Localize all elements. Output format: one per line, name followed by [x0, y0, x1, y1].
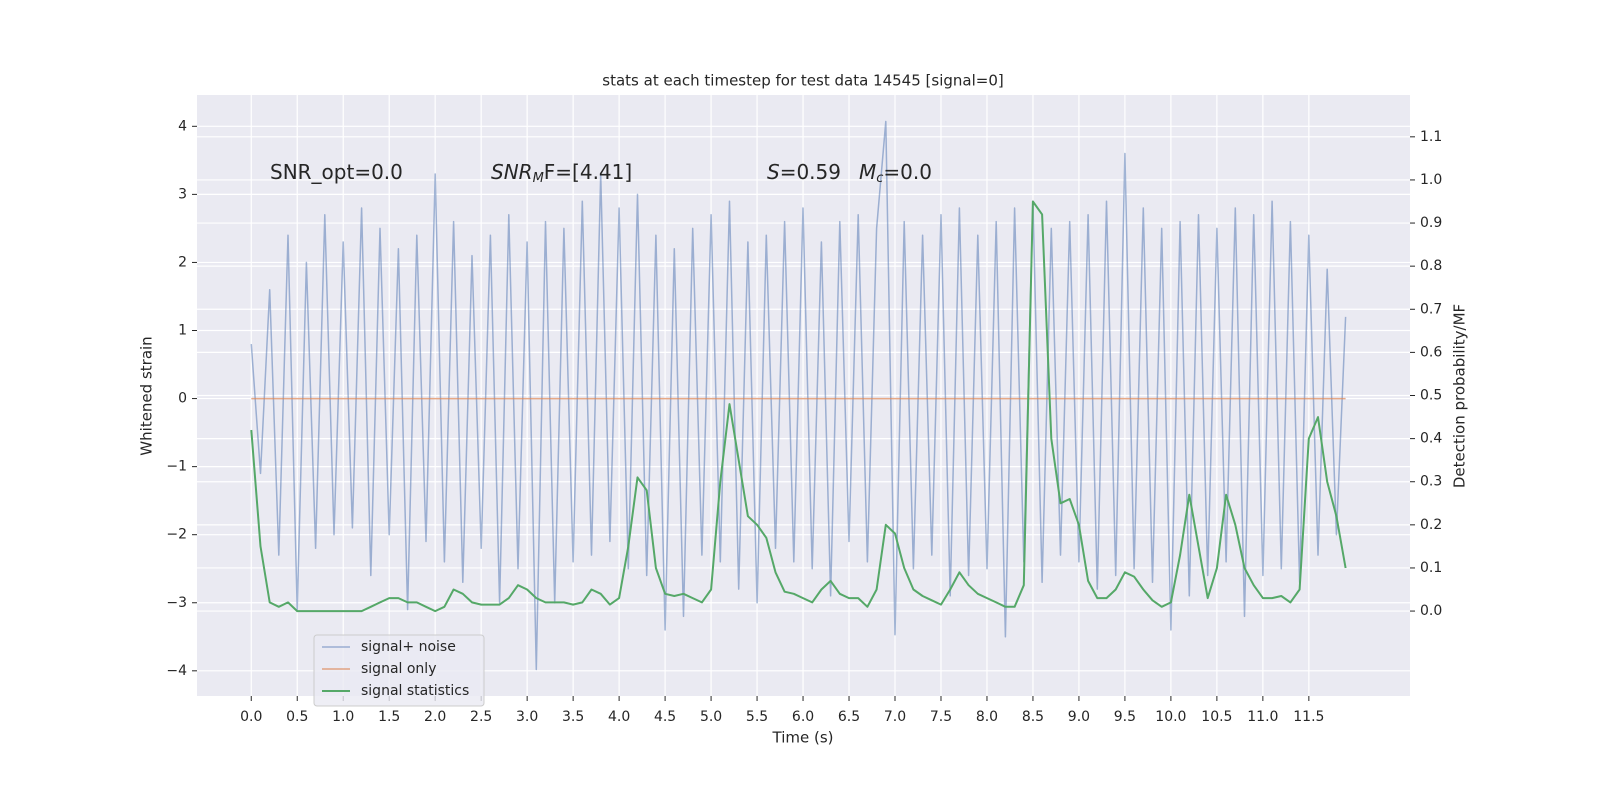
x-tick-label: 2.0: [424, 709, 446, 725]
x-tick-label: 3.5: [562, 709, 584, 725]
y2-tick-label: 0.2: [1420, 517, 1442, 533]
y2-tick-label: 0.9: [1420, 215, 1442, 231]
y2-tick-label: 0.5: [1420, 388, 1442, 404]
x-tick-label: 0.0: [240, 709, 262, 725]
x-tick-label: 10.0: [1155, 709, 1186, 725]
annotation-part: SNR: [491, 160, 533, 184]
y-tick-label: 2: [178, 254, 187, 270]
y2-tick-label: 0.1: [1420, 560, 1442, 576]
annotation: SNRMF=[4.41]: [491, 160, 632, 186]
chart-title: stats at each timestep for test data 145…: [602, 72, 1003, 90]
x-tick-label: 0.5: [286, 709, 308, 725]
legend-label: signal statistics: [361, 683, 469, 699]
x-tick-label: 4.5: [654, 709, 676, 725]
annotation-part: c: [876, 171, 883, 186]
series-line: [250, 120, 1347, 671]
y2-axis-label: Detection probability/MF: [1451, 304, 1469, 488]
annotation: Mc=0.0: [859, 160, 932, 186]
x-tick-label: 8.5: [1022, 709, 1044, 725]
y-tick-label: −1: [166, 459, 187, 475]
y2-tick-label: 0.3: [1420, 474, 1442, 490]
annotation-part: SNR_opt=0.0: [270, 160, 403, 184]
legend-label: signal+ noise: [361, 639, 456, 655]
y-tick-label: −4: [166, 663, 187, 679]
x-tick-label: 7.0: [884, 709, 906, 725]
y-axis-label: Whitened strain: [138, 336, 156, 455]
annotation: SNR_opt=0.0: [270, 160, 403, 184]
annotation-part: =0.0: [883, 160, 932, 184]
y-tick-label: 1: [178, 322, 187, 338]
y-tick-label: 0: [178, 391, 187, 407]
x-tick-label: 6.0: [792, 709, 814, 725]
annotation-part: F=[4.41]: [544, 160, 632, 184]
x-axis-label: Time (s): [772, 729, 834, 747]
x-tick-label: 11.5: [1293, 709, 1324, 725]
x-tick-label: 1.5: [378, 709, 400, 725]
annotation-part: M: [859, 160, 876, 184]
annotation-part: S: [767, 160, 780, 184]
x-tick-label: 2.5: [470, 709, 492, 725]
x-tick-label: 6.5: [838, 709, 860, 725]
y-tick-label: 4: [178, 118, 187, 134]
y2-tick-label: 0.7: [1420, 301, 1442, 317]
y2-tick-label: 0.0: [1420, 603, 1442, 619]
legend-box: [313, 634, 485, 707]
y2-tick-label: 0.6: [1420, 344, 1442, 360]
x-tick-label: 8.0: [976, 709, 998, 725]
legend-label: signal only: [361, 661, 436, 677]
x-tick-label: 3.0: [516, 709, 538, 725]
y-tick-label: 3: [178, 186, 187, 202]
x-tick-label: 1.0: [332, 709, 354, 725]
x-tick-label: 7.5: [930, 709, 952, 725]
x-tick-label: 11.0: [1247, 709, 1278, 725]
y2-tick-label: 0.4: [1420, 431, 1442, 447]
x-tick-label: 9.0: [1068, 709, 1090, 725]
y2-tick-label: 0.8: [1420, 258, 1442, 274]
y-tick-label: −2: [166, 527, 187, 543]
y2-tick-label: 1.1: [1420, 129, 1442, 145]
series-line: [250, 200, 1347, 613]
x-tick-label: 5.0: [700, 709, 722, 725]
x-tick-label: 4.0: [608, 709, 630, 725]
x-tick-label: 9.5: [1114, 709, 1136, 725]
annotation: S=0.59: [767, 160, 841, 184]
annotation-part: M: [533, 171, 544, 186]
x-tick-label: 10.5: [1201, 709, 1232, 725]
x-tick-label: 5.5: [746, 709, 768, 725]
y-tick-label: −3: [166, 595, 187, 611]
annotation-part: =0.59: [780, 160, 841, 184]
y2-tick-label: 1.0: [1420, 172, 1442, 188]
